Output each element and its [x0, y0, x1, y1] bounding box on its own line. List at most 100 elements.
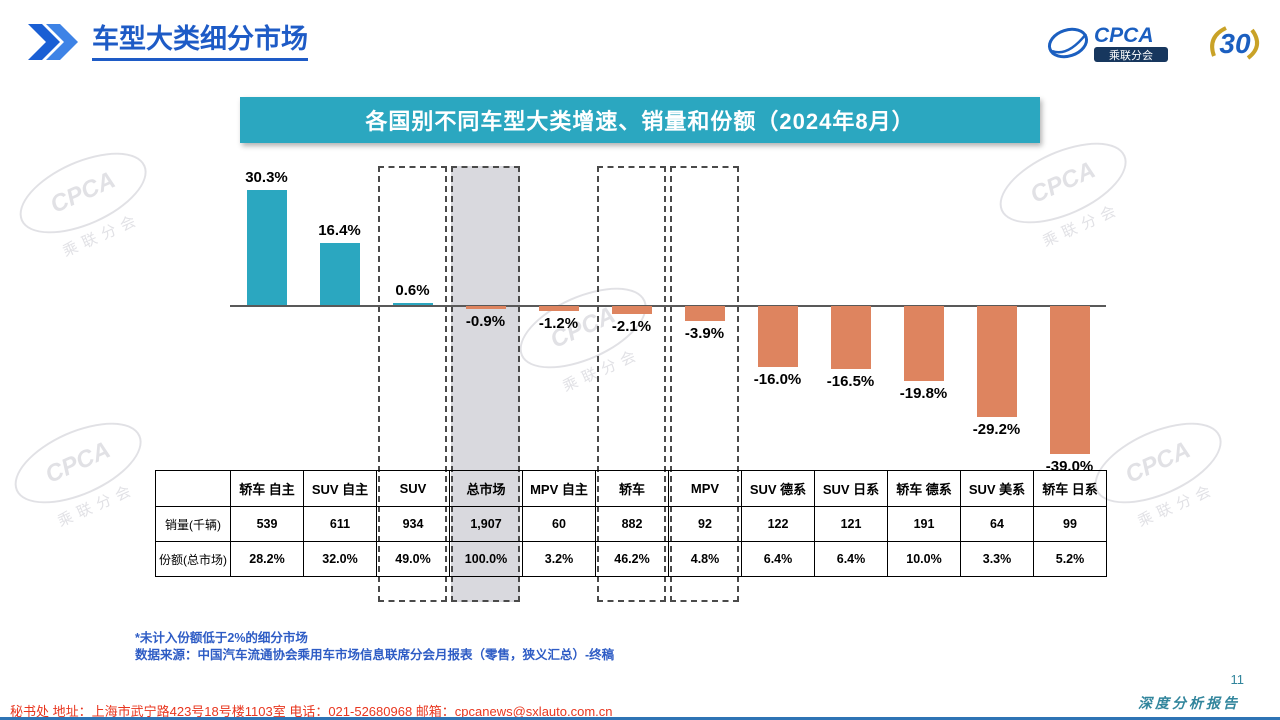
table-cell: 28.2% — [230, 541, 304, 577]
table-cell: 121 — [814, 506, 888, 542]
table-cell: 3.3% — [960, 541, 1034, 577]
table-cell: 539 — [230, 506, 304, 542]
bar-轿车 日系 — [1049, 306, 1090, 455]
footer-contact-text: 秘书处 地址：上海市武宁路423号18号楼1103室 电话：021-526809… — [10, 704, 613, 719]
table-cell: 5.2% — [1033, 541, 1107, 577]
table-col-header: SUV 日系 — [814, 470, 888, 507]
logo-area: CPCA 乘联分会 30 — [1046, 20, 1266, 66]
bar-SUV 德系 — [757, 306, 798, 367]
anniversary-30-icon: 30 — [1210, 26, 1260, 60]
bar-value-label: -3.9% — [684, 324, 725, 342]
page-title: 车型大类细分市场 — [92, 24, 308, 62]
table-cell: 32.0% — [303, 541, 377, 577]
watermark-text: CPCA — [1121, 436, 1195, 489]
bar-轿车 — [611, 306, 652, 314]
bar-总市场 — [465, 306, 506, 310]
bar-MPV 自主 — [538, 306, 579, 311]
chart-title-banner: 各国别不同车型大类增速、销量和份额（2024年8月） — [240, 97, 1040, 143]
bar-轿车 德系 — [903, 306, 944, 382]
bar-value-label: 16.4% — [318, 221, 361, 239]
table-cell: 100.0% — [449, 541, 523, 577]
bar-value-label: 0.6% — [395, 281, 430, 299]
watermark-text: CPCA — [46, 166, 120, 219]
footnote-line1: *未计入份额低于2%的细分市场 — [135, 631, 308, 645]
table-col-header: MPV — [668, 470, 742, 507]
bar-SUV 日系 — [830, 306, 871, 369]
table-cell: 191 — [887, 506, 961, 542]
bar-value-label: -16.5% — [826, 372, 875, 390]
cpca-logo-icon: CPCA 乘联分会 — [1047, 24, 1168, 62]
table-row: 销量(千辆) 539 611 934 1,907 60 882 92 122 121 191 64 99 — [155, 506, 1107, 542]
table-col-header: 轿车 日系 — [1033, 470, 1107, 507]
watermark-ring: CPCA — [7, 136, 159, 250]
table-row-label: 销量(千辆) — [155, 506, 231, 542]
table-cell: 49.0% — [376, 541, 450, 577]
table-cell: 46.2% — [595, 541, 669, 577]
watermark-ring: CPCA — [2, 406, 154, 520]
cpca-watermark: CPCA 乘联分会 — [7, 136, 168, 272]
bar-SUV 自主 — [319, 242, 360, 305]
table-cell: 10.0% — [887, 541, 961, 577]
bar-轿车 自主 — [246, 189, 287, 305]
watermark-subtext: 乘联分会 — [1135, 480, 1219, 531]
table-cell: 64 — [960, 506, 1034, 542]
bar-value-label: -0.9% — [465, 313, 506, 331]
bar-value-label: -16.0% — [753, 370, 802, 388]
table-row: 份额(总市场) 28.2% 32.0% 49.0% 100.0% 3.2% 46.2% 4.8… — [155, 541, 1107, 577]
table-row-label: 份额(总市场) — [155, 541, 231, 577]
table-col-header: SUV 自主 — [303, 470, 377, 507]
table-cell: 6.4% — [741, 541, 815, 577]
table-header-row: 轿车 自主 SUV 自主 SUV 总市场 MPV 自主 轿车 MPV SUV 德系 SUV 日系… — [155, 470, 1107, 507]
highlight-box-SUV — [378, 166, 447, 602]
bottom-divider — [0, 717, 1280, 720]
double-chevron-icon — [28, 24, 78, 60]
page-number: 11 — [1230, 672, 1245, 687]
bar-value-label: -29.2% — [972, 420, 1021, 438]
table-cell: 99 — [1033, 506, 1107, 542]
highlight-box-MPV — [670, 166, 739, 602]
anniversary-30-text: 30 — [1219, 28, 1251, 59]
table-cell: 934 — [376, 506, 450, 542]
data-table: 轿车 自主 SUV 自主 SUV 总市场 MPV 自主 轿车 MPV SUV 德系 SUV 日系… — [155, 470, 1107, 577]
watermark-ring: CPCA — [987, 126, 1139, 240]
cpca-logo-text: CPCA — [1094, 24, 1154, 47]
table-cell: 6.4% — [814, 541, 888, 577]
table-cell: 122 — [741, 506, 815, 542]
table-cell: 3.2% — [522, 541, 596, 577]
cpca-watermark: CPCA 乘联分会 — [2, 406, 163, 542]
bar-value-label: -2.1% — [611, 317, 652, 335]
footnotes: *未计入份额低于2%的细分市场 数据来源：中国汽车流通协会乘用车市场信息联席分会… — [135, 630, 614, 664]
bar-SUV — [392, 302, 433, 305]
table-cell: 882 — [595, 506, 669, 542]
table-col-header: SUV 德系 — [741, 470, 815, 507]
bar-value-label: -1.2% — [538, 314, 579, 332]
watermark-subtext: 乘联分会 — [1040, 200, 1124, 251]
table-col-header: SUV 美系 — [960, 470, 1034, 507]
cpca-logo-subtext: 乘联分会 — [1109, 49, 1153, 62]
watermark-text: CPCA — [41, 436, 115, 489]
table-cell: 1,907 — [449, 506, 523, 542]
watermark-text: CPCA — [1026, 156, 1100, 209]
table-col-header: MPV 自主 — [522, 470, 596, 507]
table-cell: 611 — [303, 506, 377, 542]
bar-MPV — [684, 306, 725, 321]
header: 车型大类细分市场 — [28, 24, 308, 62]
x-axis-line — [230, 305, 1106, 307]
bar-value-label: 30.3% — [245, 168, 288, 186]
table-col-header: 总市场 — [449, 470, 523, 507]
watermark-subtext: 乘联分会 — [60, 210, 144, 261]
table-cell: 4.8% — [668, 541, 742, 577]
footnote-line2: 数据来源：中国汽车流通协会乘用车市场信息联席分会月报表（零售，狭义汇总）-终稿 — [135, 648, 615, 662]
table-cell: 60 — [522, 506, 596, 542]
watermark-subtext: 乘联分会 — [55, 480, 139, 531]
table-col-header: SUV — [376, 470, 450, 507]
table-col-header: 轿车 德系 — [887, 470, 961, 507]
table-col-header: 轿车 自主 — [230, 470, 304, 507]
table-col-header: 轿车 — [595, 470, 669, 507]
bar-value-label: -19.8% — [899, 385, 948, 403]
cpca-watermark: CPCA 乘联分会 — [987, 126, 1148, 262]
table-cell: 92 — [668, 506, 742, 542]
bar-SUV 美系 — [976, 306, 1017, 417]
table-corner — [155, 470, 231, 507]
